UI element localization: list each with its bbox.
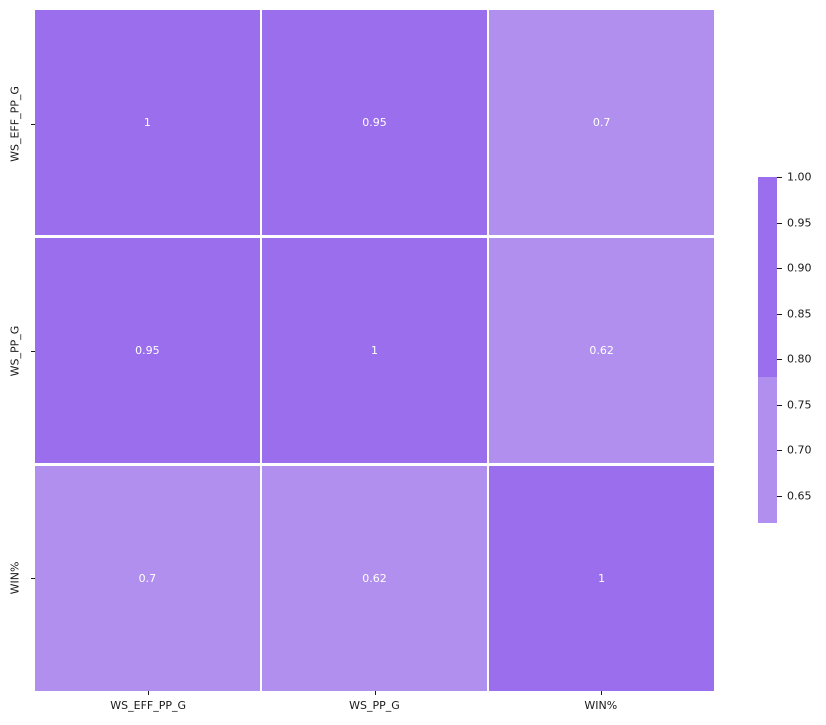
colorbar-tick-mark [777, 450, 782, 452]
colorbar-tick-mark [777, 177, 782, 178]
colorbar-tick-label: 0.70 [787, 443, 812, 457]
colorbar-segment-low [758, 377, 777, 523]
colorbar-tick-label: 0.90 [787, 261, 812, 275]
heatmap-cell-r1-c1: 1 [262, 237, 487, 464]
x-tick-label: WS_EFF_PP_G [110, 699, 187, 712]
colorbar-tick-mark [777, 313, 782, 315]
x-tick-label: WS_PP_G [349, 699, 400, 712]
x-tick-mark [600, 691, 602, 695]
heatmap-cell-r0-c2: 0.7 [489, 10, 714, 236]
colorbar-tick-mark [777, 404, 782, 406]
cell-value-label: 0.62 [362, 571, 387, 585]
colorbar-tick-label: 0.75 [787, 398, 812, 412]
y-tick-label: WS_EFF_PP_G [8, 85, 22, 162]
colorbar-segment-high [758, 177, 777, 378]
colorbar-tick-mark [777, 359, 782, 361]
cell-value-label: 0.95 [135, 343, 160, 357]
colorbar-tick-label: 0.65 [787, 489, 812, 503]
cell-value-label: 1 [598, 571, 606, 585]
colorbar-tick-label: 0.85 [787, 307, 812, 321]
x-tick-mark [148, 691, 150, 695]
heatmap-cell-r2-c2: 1 [489, 465, 714, 691]
heatmap-cell-r1-c0: 0.95 [35, 237, 260, 464]
colorbar [758, 177, 777, 523]
cell-value-label: 0.7 [138, 571, 157, 585]
x-tick-label: WIN% [584, 699, 618, 712]
colorbar-tick-label: 0.80 [787, 352, 812, 366]
y-tick-label: WS_PP_G [8, 325, 22, 376]
colorbar-tick-mark [777, 495, 782, 497]
colorbar-tick-label: 0.95 [787, 216, 812, 230]
colorbar-tick-label: 1.00 [787, 170, 812, 184]
x-tick-mark [374, 691, 376, 695]
y-tick-label: WIN% [8, 561, 22, 594]
y-tick-mark [31, 123, 35, 125]
colorbar-tick-mark [777, 222, 782, 224]
heatmap-cell-r1-c2: 0.62 [489, 237, 714, 464]
cell-value-label: 1 [370, 343, 378, 357]
y-tick-mark [31, 577, 35, 579]
heatmap-cell-r0-c0: 1 [35, 10, 260, 236]
heatmap-cell-r2-c0: 0.7 [35, 465, 260, 691]
cell-value-label: 1 [143, 116, 151, 130]
cell-value-label: 0.95 [362, 116, 387, 130]
heatmap-cell-r0-c1: 0.95 [262, 10, 487, 236]
heatmap-cell-r2-c1: 0.62 [262, 465, 487, 691]
colorbar-tick-mark [777, 268, 782, 270]
cell-value-label: 0.7 [592, 116, 611, 130]
y-tick-mark [31, 350, 35, 352]
heatmap-grid: 1 0.95 0.7 0.95 1 0.62 0.7 0.62 1 [35, 10, 714, 691]
cell-value-label: 0.62 [589, 343, 614, 357]
